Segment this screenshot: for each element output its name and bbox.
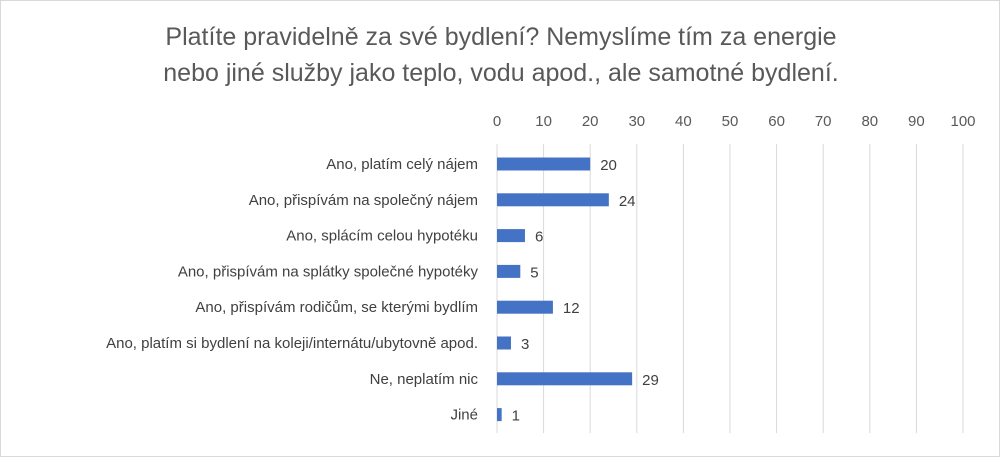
data-label: 5 [530,264,538,281]
bar [497,264,521,278]
x-tick-label: 0 [493,113,501,130]
x-tick-label: 40 [675,113,692,130]
category-label: Ano, přispívám na splátky společné hypot… [178,263,479,280]
category-label: Ne, neplatím nic [370,371,479,388]
data-label: 29 [642,372,659,389]
x-tick-label: 10 [535,113,552,130]
chart-title-line-1: Platíte pravidelně za své bydlení? Nemys… [165,23,836,51]
x-tick-label: 60 [768,113,785,130]
category-label: Ano, přispívám na společný nájem [249,192,478,209]
bar [497,336,511,350]
bar [497,408,502,422]
x-tick-label: 90 [908,113,925,130]
x-tick-label: 70 [815,113,832,130]
data-label: 24 [619,193,636,210]
chart-title-line-2: nebo jiné služby jako teplo, vodu apod.,… [163,59,838,87]
x-tick-label: 80 [861,113,878,130]
category-label: Ano, platím si bydlení na koleji/interná… [106,335,478,352]
category-label: Jiné [450,407,478,424]
bar [497,157,591,171]
x-tick-label: 50 [722,113,739,130]
category-label: Ano, platím celý nájem [326,156,478,173]
bar [497,372,633,386]
data-label: 6 [535,229,543,246]
data-label: 12 [563,300,580,317]
category-label: Ano, splácím celou hypotéku [286,228,478,245]
category-label: Ano, přispívám rodičům, se kterými bydlí… [195,299,478,316]
x-tick-label: 20 [582,113,599,130]
x-tick-label: 30 [628,113,645,130]
x-tick-label: 100 [950,113,975,130]
data-label: 3 [521,336,529,353]
data-label: 20 [600,157,617,174]
bar [497,229,525,243]
bar [497,300,553,314]
bar [497,193,609,207]
data-label: 1 [512,408,520,425]
